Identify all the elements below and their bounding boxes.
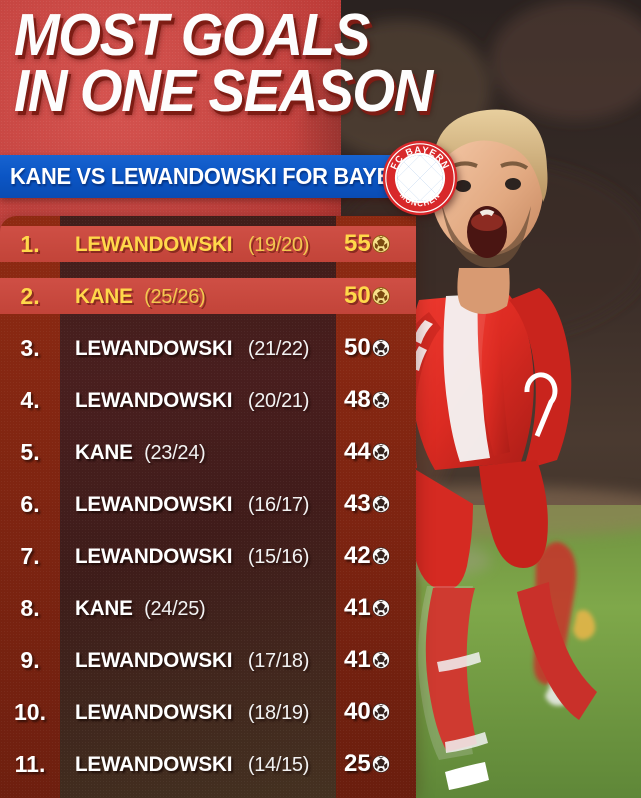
season-label: (14/15) (247, 753, 310, 776)
goal-count: 40 (344, 698, 371, 725)
subtitle-text: KANE VS LEWANDOWSKI FOR BAYERN (10, 163, 422, 189)
rank-number: 6. (20, 490, 40, 517)
headline-line-2: IN ONE SEASON (14, 58, 433, 125)
season-label: (24/25) (144, 597, 206, 620)
player-cell: KANE (24/25) (60, 596, 336, 621)
goal-count: 55 (344, 230, 371, 257)
player-cell: LEWANDOWSKI (17/18) (60, 648, 336, 673)
rank-number: 5. (20, 438, 40, 465)
goal-count: 50 (344, 282, 371, 309)
rank-number: 10. (14, 698, 46, 725)
headline-line-1: MOST GOALS (14, 2, 370, 68)
score-cell: 41 (336, 646, 416, 674)
player-cell: KANE (23/24) (60, 440, 336, 465)
rank-number: 11. (14, 750, 46, 777)
player-name: LEWANDOWSKI (75, 335, 233, 360)
football-icon (371, 443, 390, 461)
score-cell: 42 (336, 542, 416, 570)
score-cell: 44 (336, 438, 416, 466)
ranking-row: 10. LEWANDOWSKI (18/19) 40 (0, 686, 416, 738)
goal-count: 48 (344, 386, 371, 413)
goal-count: 25 (344, 750, 371, 777)
player-name: KANE (75, 439, 133, 464)
football-icon (371, 703, 390, 721)
score-cell: 25 (336, 750, 416, 778)
season-label: (17/18) (247, 649, 310, 672)
ranking-row: 9. LEWANDOWSKI (17/18) 41 (0, 634, 416, 686)
player-name: LEWANDOWSKI (75, 387, 233, 412)
rank-number: 3. (20, 334, 40, 361)
ranking-row: 3. LEWANDOWSKI (21/22) 50 (0, 322, 416, 374)
football-icon (371, 755, 390, 773)
player-name: LEWANDOWSKI (75, 491, 233, 516)
goal-count: 41 (344, 646, 371, 673)
score-cell: 48 (336, 386, 416, 414)
score-cell: 50 (336, 282, 416, 310)
ranking-row: 1. LEWANDOWSKI (19/20) 55 (0, 218, 416, 270)
rank-number: 8. (20, 594, 40, 621)
player-cell: KANE (25/26) (60, 284, 336, 309)
football-icon (371, 339, 390, 357)
score-cell: 50 (336, 334, 416, 362)
season-label: (18/19) (247, 701, 310, 724)
player-cell: LEWANDOWSKI (15/16) (60, 544, 336, 569)
rank-number: 2. (20, 282, 40, 309)
rank-number: 9. (20, 646, 40, 673)
player-name: KANE (75, 595, 133, 620)
subtitle-banner: KANE VS LEWANDOWSKI FOR BAYERN (0, 155, 448, 198)
score-cell: 41 (336, 594, 416, 622)
player-name: LEWANDOWSKI (75, 647, 233, 672)
football-icon (371, 651, 390, 669)
football-icon (371, 287, 390, 305)
ranking-list: 1. LEWANDOWSKI (19/20) 55 2. KANE (25/26) 50 3. L… (0, 216, 416, 798)
player-cell: LEWANDOWSKI (14/15) (60, 752, 336, 777)
player-cell: LEWANDOWSKI (21/22) (60, 336, 336, 361)
season-label: (23/24) (144, 441, 206, 464)
football-icon (371, 547, 390, 565)
season-label: (19/20) (247, 233, 310, 256)
goal-count: 44 (344, 438, 371, 465)
fc-bayern-crest-icon: FC BAYERN MÜNCHEN (382, 140, 458, 216)
season-label: (16/17) (247, 493, 310, 516)
rank-number: 4. (20, 386, 40, 413)
goal-count: 50 (344, 334, 371, 361)
player-cell: LEWANDOWSKI (19/20) (60, 232, 336, 257)
ranking-row: 2. KANE (25/26) 50 (0, 270, 416, 322)
football-icon (371, 391, 390, 409)
player-name: LEWANDOWSKI (75, 699, 233, 724)
ranking-panel: 1. LEWANDOWSKI (19/20) 55 2. KANE (25/26) 50 3. L… (0, 216, 416, 798)
ranking-row: 6. LEWANDOWSKI (16/17) 43 (0, 478, 416, 530)
player-name: LEWANDOWSKI (75, 231, 233, 256)
ranking-row: 5. KANE (23/24) 44 (0, 426, 416, 478)
player-cell: LEWANDOWSKI (18/19) (60, 700, 336, 725)
ranking-row: 11. LEWANDOWSKI (14/15) 25 (0, 738, 416, 790)
ranking-row: 4. LEWANDOWSKI (20/21) 48 (0, 374, 416, 426)
player-name: LEWANDOWSKI (75, 751, 233, 776)
score-cell: 43 (336, 490, 416, 518)
rank-number: 7. (20, 542, 40, 569)
score-cell: 55 (336, 230, 416, 258)
season-label: (25/26) (144, 285, 206, 308)
row-highlight-band (0, 278, 416, 314)
row-highlight-band (0, 226, 416, 262)
goal-count: 41 (344, 594, 371, 621)
football-icon (371, 235, 390, 253)
player-cell: LEWANDOWSKI (16/17) (60, 492, 336, 517)
season-label: (20/21) (247, 389, 310, 412)
page-title: MOST GOALS IN ONE SEASON (14, 2, 484, 125)
score-cell: 40 (336, 698, 416, 726)
football-icon (371, 495, 390, 513)
player-cell: LEWANDOWSKI (20/21) (60, 388, 336, 413)
season-label: (21/22) (247, 337, 310, 360)
rank-number: 1. (20, 230, 40, 257)
season-label: (15/16) (247, 545, 310, 568)
ranking-row: 8. KANE (24/25) 41 (0, 582, 416, 634)
player-name: LEWANDOWSKI (75, 543, 233, 568)
goal-count: 42 (344, 542, 371, 569)
ranking-row: 7. LEWANDOWSKI (15/16) 42 (0, 530, 416, 582)
football-icon (371, 599, 390, 617)
player-name: KANE (75, 283, 133, 308)
goal-count: 43 (344, 490, 371, 517)
